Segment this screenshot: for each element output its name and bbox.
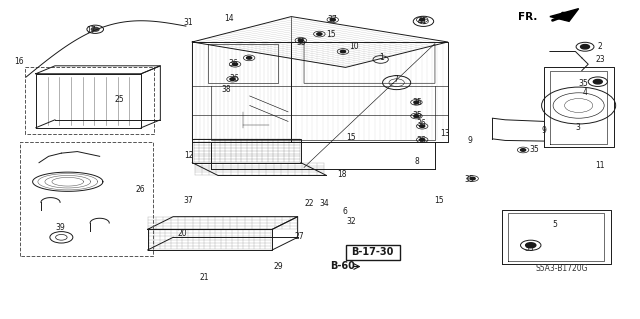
Text: 36: 36 (417, 136, 426, 145)
Circle shape (92, 27, 99, 31)
Text: 3: 3 (575, 123, 580, 132)
Bar (346, 245, 400, 260)
Text: 15: 15 (434, 196, 444, 205)
Text: 1: 1 (379, 53, 384, 62)
Text: 9: 9 (468, 136, 472, 145)
Circle shape (298, 39, 303, 42)
Text: 35: 35 (529, 145, 539, 154)
Text: 18: 18 (337, 170, 346, 179)
Text: 10: 10 (349, 42, 358, 51)
Text: 37: 37 (183, 196, 193, 205)
Text: 31: 31 (183, 19, 193, 27)
Circle shape (330, 19, 335, 21)
Text: 22: 22 (305, 199, 314, 208)
Text: 20: 20 (178, 229, 188, 238)
Text: 25: 25 (114, 95, 124, 104)
Text: 13: 13 (440, 129, 449, 138)
Text: 5: 5 (552, 220, 557, 229)
Text: 38: 38 (221, 85, 231, 94)
Text: 15: 15 (326, 30, 336, 39)
Text: 36: 36 (417, 119, 426, 129)
Text: 4: 4 (582, 88, 588, 97)
Text: 26: 26 (135, 184, 145, 194)
Text: 6: 6 (342, 207, 348, 216)
Circle shape (470, 177, 475, 180)
Text: 8: 8 (414, 157, 419, 166)
Circle shape (420, 19, 425, 21)
Circle shape (230, 78, 235, 80)
Circle shape (340, 50, 346, 53)
Text: 34: 34 (319, 199, 329, 208)
Circle shape (414, 115, 419, 117)
Circle shape (414, 101, 419, 104)
Text: 35: 35 (412, 98, 422, 107)
Circle shape (520, 149, 525, 151)
Text: 14: 14 (225, 14, 234, 23)
Text: 9: 9 (541, 126, 546, 135)
Circle shape (580, 45, 589, 49)
Circle shape (525, 243, 536, 248)
Text: S5A3-B1720G: S5A3-B1720G (535, 263, 588, 273)
Circle shape (246, 56, 252, 59)
Circle shape (232, 63, 237, 65)
Circle shape (317, 33, 322, 35)
Text: 23: 23 (596, 55, 605, 63)
Text: FR.: FR. (518, 11, 537, 22)
Text: 39: 39 (56, 223, 65, 232)
Text: 35: 35 (412, 111, 422, 120)
Text: 21: 21 (199, 272, 209, 281)
Text: 35: 35 (578, 79, 588, 88)
Text: 36: 36 (230, 74, 239, 83)
Circle shape (593, 79, 602, 84)
Text: 29: 29 (274, 262, 284, 271)
Text: 15: 15 (346, 133, 355, 142)
Text: B-17-30: B-17-30 (351, 248, 394, 257)
Text: 11: 11 (595, 161, 604, 170)
Text: 35: 35 (296, 38, 306, 47)
Polygon shape (550, 9, 579, 21)
Text: 35: 35 (524, 244, 534, 253)
Text: 16: 16 (14, 56, 24, 65)
Text: 27: 27 (294, 232, 304, 241)
Text: 37: 37 (328, 15, 338, 24)
Circle shape (420, 125, 425, 127)
Text: 41: 41 (417, 17, 427, 26)
Text: 2: 2 (597, 41, 602, 51)
Text: 32: 32 (346, 217, 356, 226)
Text: 36: 36 (228, 59, 238, 68)
Circle shape (420, 138, 425, 141)
Text: 35: 35 (464, 175, 474, 184)
Text: B-60: B-60 (330, 261, 355, 271)
Text: 12: 12 (184, 151, 194, 160)
Bar (192, 139, 301, 163)
Text: 17: 17 (86, 26, 96, 35)
Text: 7: 7 (393, 75, 398, 84)
